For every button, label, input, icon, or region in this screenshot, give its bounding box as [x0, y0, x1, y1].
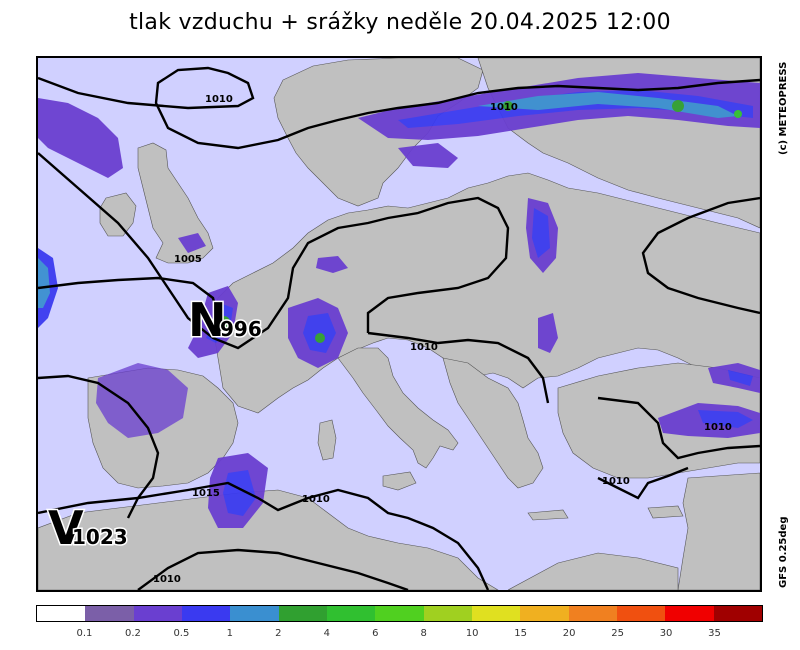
legend-tick-label: 0.2 — [124, 628, 141, 639]
legend-swatch — [665, 606, 714, 621]
legend-swatch — [471, 606, 521, 621]
legend-swatch — [230, 606, 279, 621]
cyprus — [647, 505, 684, 519]
isobar-label: 1010 — [410, 342, 438, 353]
legend-swatch — [423, 606, 472, 621]
legend-tick-label: 20 — [562, 628, 576, 639]
isobar-label: 1010 — [704, 422, 732, 433]
legend-swatch — [616, 606, 666, 621]
model-label: GFS 0.25deg — [778, 516, 789, 589]
legend-tick-label: 0.1 — [76, 628, 93, 639]
libya-egypt — [507, 552, 679, 590]
isobars — [38, 66, 760, 590]
sardinia — [317, 419, 337, 461]
legend-tick-label: 15 — [514, 628, 528, 639]
legend-tick-label: 8 — [420, 628, 427, 639]
legend-ticks: 0.1 0.2 0.5 1 2 4 6 8 10 15 20 25 30 35 — [36, 628, 763, 642]
isobar-label: 1010 — [205, 94, 233, 105]
isobar-label: 1010 — [302, 494, 330, 505]
legend-swatch — [326, 606, 376, 621]
legend-tick-label: 10 — [465, 628, 479, 639]
legend-swatch — [568, 606, 617, 621]
isobar-labels: 1010 1010 1005 1010 1010 1010 1010 1015 … — [153, 94, 732, 585]
legend-tick-label: 0.5 — [173, 628, 190, 639]
legend-swatch — [713, 606, 762, 621]
legend-tick-label: 1 — [226, 628, 234, 639]
weather-map: 1010 1010 1005 1010 1010 1010 1010 1015 … — [36, 56, 762, 592]
sicily — [382, 471, 417, 491]
isobar-label: 1015 — [192, 488, 220, 499]
low-center-letter: N — [188, 293, 227, 347]
legend-swatch — [375, 606, 424, 621]
legend-tick-label: 6 — [372, 628, 379, 639]
levant — [677, 472, 760, 590]
isobar-label: 1010 — [490, 102, 518, 113]
isobar-label: 1010 — [602, 476, 630, 487]
legend-tick-label: 30 — [659, 628, 673, 639]
map-canvas: 1010 1010 1005 1010 1010 1010 1010 1015 … — [38, 58, 760, 590]
credit-label: (c) METEOPRESS — [778, 61, 789, 155]
legend-tick-label: 4 — [323, 628, 330, 639]
low-center-value: 996 — [220, 317, 262, 341]
isobar-label: 1005 — [174, 254, 202, 265]
legend-tick-label: 25 — [611, 628, 624, 639]
map-title: tlak vzduchu + srážky neděle 20.04.2025 … — [129, 10, 671, 35]
legend-tick-label: 35 — [708, 628, 721, 639]
legend-tick-label: 2 — [275, 628, 282, 639]
high-center-letter: V — [48, 501, 84, 555]
pressure-centers: N 996 V 1023 — [47, 292, 264, 557]
balkans — [442, 357, 544, 489]
continent — [212, 172, 760, 414]
ireland — [99, 192, 137, 237]
legend-swatch — [37, 606, 86, 621]
legend-swatch — [133, 606, 182, 621]
legend-swatch — [520, 606, 569, 621]
legend-swatch — [85, 606, 134, 621]
legend-swatch — [278, 606, 327, 621]
precipitation — [38, 73, 760, 528]
crete — [527, 509, 569, 521]
legend-swatch — [181, 606, 231, 621]
scandinavia — [273, 58, 484, 207]
isobar-label: 1010 — [153, 574, 181, 585]
italy — [337, 347, 459, 469]
north-africa — [38, 489, 499, 590]
great-britain — [137, 142, 214, 264]
high-center-value: 1023 — [72, 525, 128, 549]
precip-legend — [36, 605, 763, 622]
